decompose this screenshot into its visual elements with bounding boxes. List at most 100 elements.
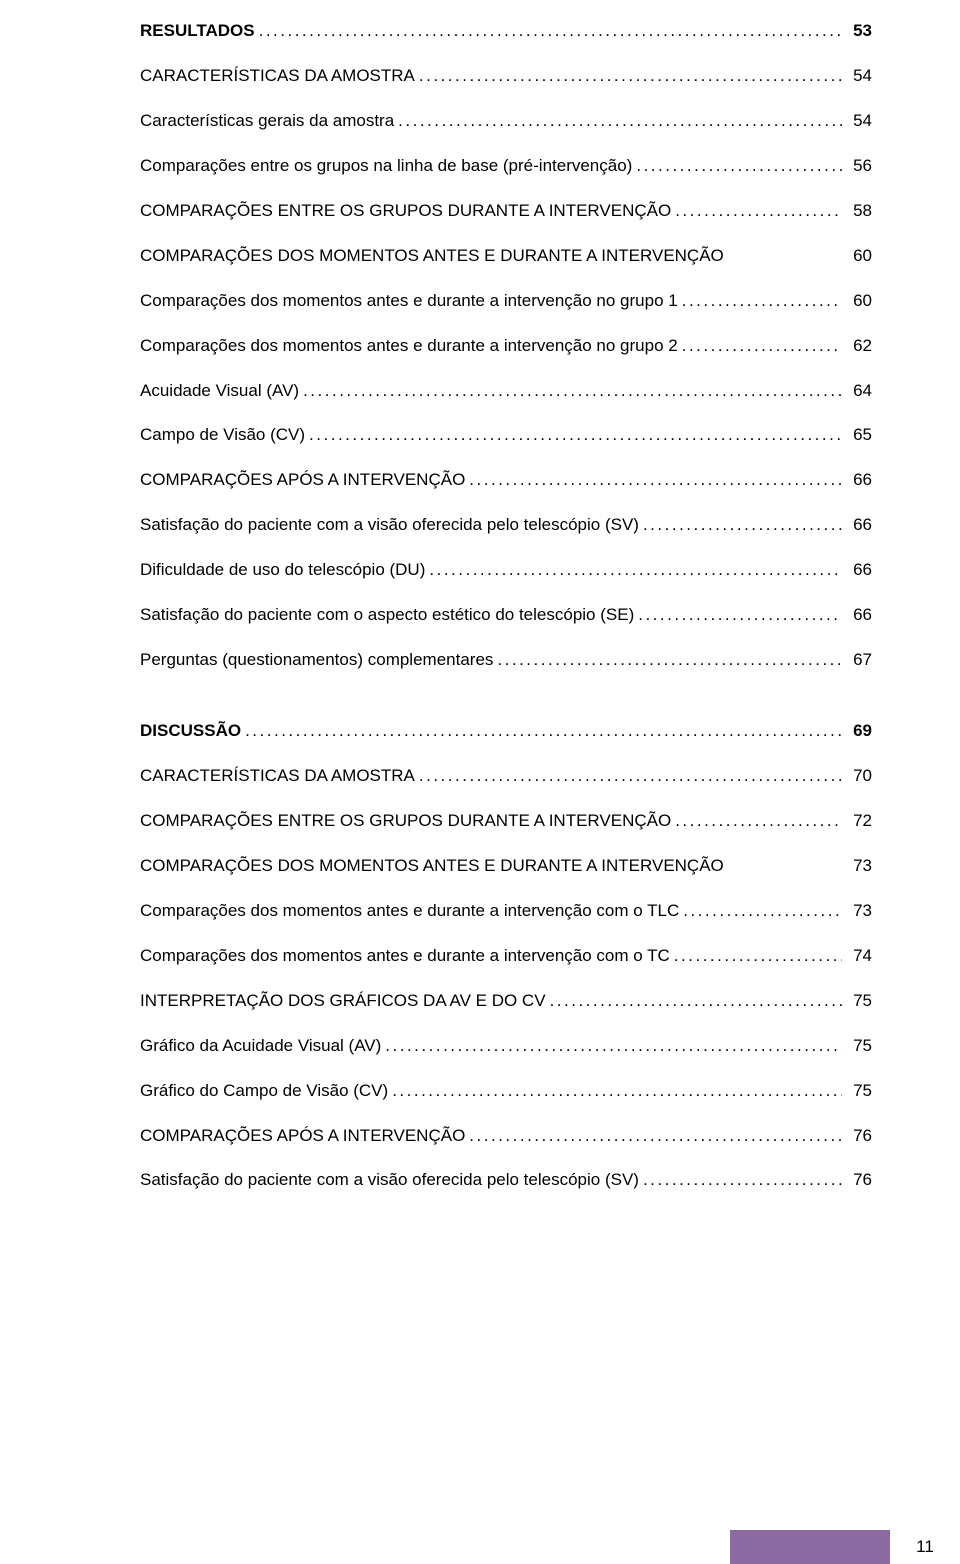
toc-leader-dots: ........................................… bbox=[678, 335, 842, 358]
toc-leader-dots: ........................................… bbox=[425, 559, 842, 582]
toc-row: Acuidade Visual (AV)....................… bbox=[140, 380, 872, 403]
toc-row: Gráfico do Campo de Visão (CV)..........… bbox=[140, 1080, 872, 1103]
toc-section: RESULTADOS..............................… bbox=[140, 20, 872, 672]
toc-leader-dots: ........................................… bbox=[394, 110, 842, 133]
toc-entry-label: Satisfação do paciente com a visão ofere… bbox=[140, 1169, 639, 1192]
footer-accent-bar bbox=[730, 1530, 890, 1564]
page-footer: 11 bbox=[730, 1530, 960, 1564]
toc-leader-dots: ........................................… bbox=[670, 945, 842, 968]
toc-row: COMPARAÇÕES APÓS A INTERVENÇÃO..........… bbox=[140, 1125, 872, 1148]
toc-leader-dots: ........................................… bbox=[679, 900, 842, 923]
toc-leader-dots: ........................................… bbox=[381, 1035, 842, 1058]
toc-row: DISCUSSÃO...............................… bbox=[140, 720, 872, 743]
toc-leader-dots: ........................................… bbox=[299, 380, 842, 403]
page-number: 11 bbox=[890, 1530, 960, 1564]
toc-entry-page: 54 bbox=[842, 110, 872, 133]
toc-leader-dots: ........................................… bbox=[678, 290, 842, 313]
toc-row: CARACTERÍSTICAS DA AMOSTRA..............… bbox=[140, 765, 872, 788]
toc-leader-dots: ........................................… bbox=[639, 1169, 842, 1192]
toc-leader-dots: ........................................… bbox=[634, 604, 842, 627]
toc-entry-label: COMPARAÇÕES APÓS A INTERVENÇÃO bbox=[140, 1125, 465, 1148]
toc-entry-label: Comparações dos momentos antes e durante… bbox=[140, 900, 679, 923]
toc-entry-label: Comparações dos momentos antes e durante… bbox=[140, 290, 678, 313]
toc-row: Comparações entre os grupos na linha de … bbox=[140, 155, 872, 178]
toc-row: Comparações dos momentos antes e durante… bbox=[140, 335, 872, 358]
toc-row: Satisfação do paciente com o aspecto est… bbox=[140, 604, 872, 627]
toc-entry-label: COMPARAÇÕES APÓS A INTERVENÇÃO bbox=[140, 469, 465, 492]
toc-row: Dificuldade de uso do telescópio (DU)...… bbox=[140, 559, 872, 582]
toc-leader-dots: ........................................… bbox=[671, 200, 842, 223]
toc-entry-page: 58 bbox=[842, 200, 872, 223]
toc-entry-label: CARACTERÍSTICAS DA AMOSTRA bbox=[140, 765, 415, 788]
toc-entry-label: Comparações entre os grupos na linha de … bbox=[140, 155, 632, 178]
toc-leader-dots: ........................................… bbox=[632, 155, 842, 178]
toc-entry-page: 66 bbox=[842, 469, 872, 492]
toc-leader-dots: ........................................… bbox=[241, 720, 842, 743]
toc-entry-page: 62 bbox=[842, 335, 872, 358]
toc-leader-dots: ........................................… bbox=[415, 765, 842, 788]
toc-entry-label: Campo de Visão (CV) bbox=[140, 424, 305, 447]
toc-row: Perguntas (questionamentos) complementar… bbox=[140, 649, 872, 672]
toc-entry-label: Comparações dos momentos antes e durante… bbox=[140, 335, 678, 358]
toc-row: INTERPRETAÇÃO DOS GRÁFICOS DA AV E DO CV… bbox=[140, 990, 872, 1013]
toc-row: Comparações dos momentos antes e durante… bbox=[140, 945, 872, 968]
toc-entry-page: 66 bbox=[842, 559, 872, 582]
toc-entry-page: 70 bbox=[842, 765, 872, 788]
toc-entry-label: CARACTERÍSTICAS DA AMOSTRA bbox=[140, 65, 415, 88]
toc-entry-label: COMPARAÇÕES ENTRE OS GRUPOS DURANTE A IN… bbox=[140, 200, 671, 223]
toc-row: COMPARAÇÕES ENTRE OS GRUPOS DURANTE A IN… bbox=[140, 810, 872, 833]
toc-entry-page: 76 bbox=[842, 1169, 872, 1192]
toc-entry-page: 66 bbox=[842, 514, 872, 537]
toc-entry-page: 60 bbox=[842, 290, 872, 313]
toc-entry-page: 76 bbox=[842, 1125, 872, 1148]
toc-row: Características gerais da amostra.......… bbox=[140, 110, 872, 133]
toc-entry-page: 75 bbox=[842, 1035, 872, 1058]
toc-row: Comparações dos momentos antes e durante… bbox=[140, 290, 872, 313]
toc-leader-dots: ........................................… bbox=[639, 514, 842, 537]
toc-leader-dots: ........................................… bbox=[546, 990, 842, 1013]
toc-row: COMPARAÇÕES ENTRE OS GRUPOS DURANTE A IN… bbox=[140, 200, 872, 223]
toc-entry-label: Características gerais da amostra bbox=[140, 110, 394, 133]
toc-page: RESULTADOS..............................… bbox=[0, 0, 960, 1564]
toc-entry-page: 64 bbox=[842, 380, 872, 403]
toc-entry-page: 69 bbox=[842, 720, 872, 743]
toc-leader-dots: ........................................… bbox=[465, 469, 842, 492]
toc-entry-page: 56 bbox=[842, 155, 872, 178]
toc-entry-label: RESULTADOS bbox=[140, 20, 255, 43]
toc-entry-label: Comparações dos momentos antes e durante… bbox=[140, 945, 670, 968]
toc-entry-page: 74 bbox=[842, 945, 872, 968]
toc-row: Satisfação do paciente com a visão ofere… bbox=[140, 1169, 872, 1192]
toc-entry-page: 66 bbox=[842, 604, 872, 627]
toc-entry-page: 75 bbox=[842, 1080, 872, 1103]
toc-entry-page: 65 bbox=[842, 424, 872, 447]
toc-row: Comparações dos momentos antes e durante… bbox=[140, 900, 872, 923]
toc-leader-dots: ........................................… bbox=[388, 1080, 842, 1103]
toc-leader-dots: ........................................… bbox=[305, 424, 842, 447]
toc-entry-label: Acuidade Visual (AV) bbox=[140, 380, 299, 403]
toc-entry-page: 73 bbox=[842, 855, 872, 878]
toc-entry-page: 72 bbox=[842, 810, 872, 833]
toc-entry-label: Satisfação do paciente com a visão ofere… bbox=[140, 514, 639, 537]
toc-leader-dots: ........................................… bbox=[415, 65, 842, 88]
toc-entry-label: Gráfico do Campo de Visão (CV) bbox=[140, 1080, 388, 1103]
toc-row: Campo de Visão (CV).....................… bbox=[140, 424, 872, 447]
toc-leader-dots: ........................................… bbox=[465, 1125, 842, 1148]
toc-leader-dots: ........................................… bbox=[671, 810, 842, 833]
toc-entry-label: Dificuldade de uso do telescópio (DU) bbox=[140, 559, 425, 582]
toc-entry-page: 54 bbox=[842, 65, 872, 88]
toc-entry-label: COMPARAÇÕES DOS MOMENTOS ANTES E DURANTE… bbox=[140, 855, 724, 878]
toc-row: CARACTERÍSTICAS DA AMOSTRA..............… bbox=[140, 65, 872, 88]
toc-entry-label: COMPARAÇÕES ENTRE OS GRUPOS DURANTE A IN… bbox=[140, 810, 671, 833]
toc-entry-page: 60 bbox=[842, 245, 872, 268]
toc-entry-page: 67 bbox=[842, 649, 872, 672]
toc-section: DISCUSSÃO...............................… bbox=[140, 720, 872, 1192]
toc-entry-page: 75 bbox=[842, 990, 872, 1013]
toc-entry-page: 53 bbox=[842, 20, 872, 43]
toc-row: COMPARAÇÕES DOS MOMENTOS ANTES E DURANTE… bbox=[140, 245, 872, 268]
toc-container: RESULTADOS..............................… bbox=[140, 20, 872, 1192]
toc-row: Gráfico da Acuidade Visual (AV).........… bbox=[140, 1035, 872, 1058]
toc-row: Satisfação do paciente com a visão ofere… bbox=[140, 514, 872, 537]
toc-entry-page: 73 bbox=[842, 900, 872, 923]
toc-entry-label: INTERPRETAÇÃO DOS GRÁFICOS DA AV E DO CV bbox=[140, 990, 546, 1013]
toc-entry-label: Satisfação do paciente com o aspecto est… bbox=[140, 604, 634, 627]
